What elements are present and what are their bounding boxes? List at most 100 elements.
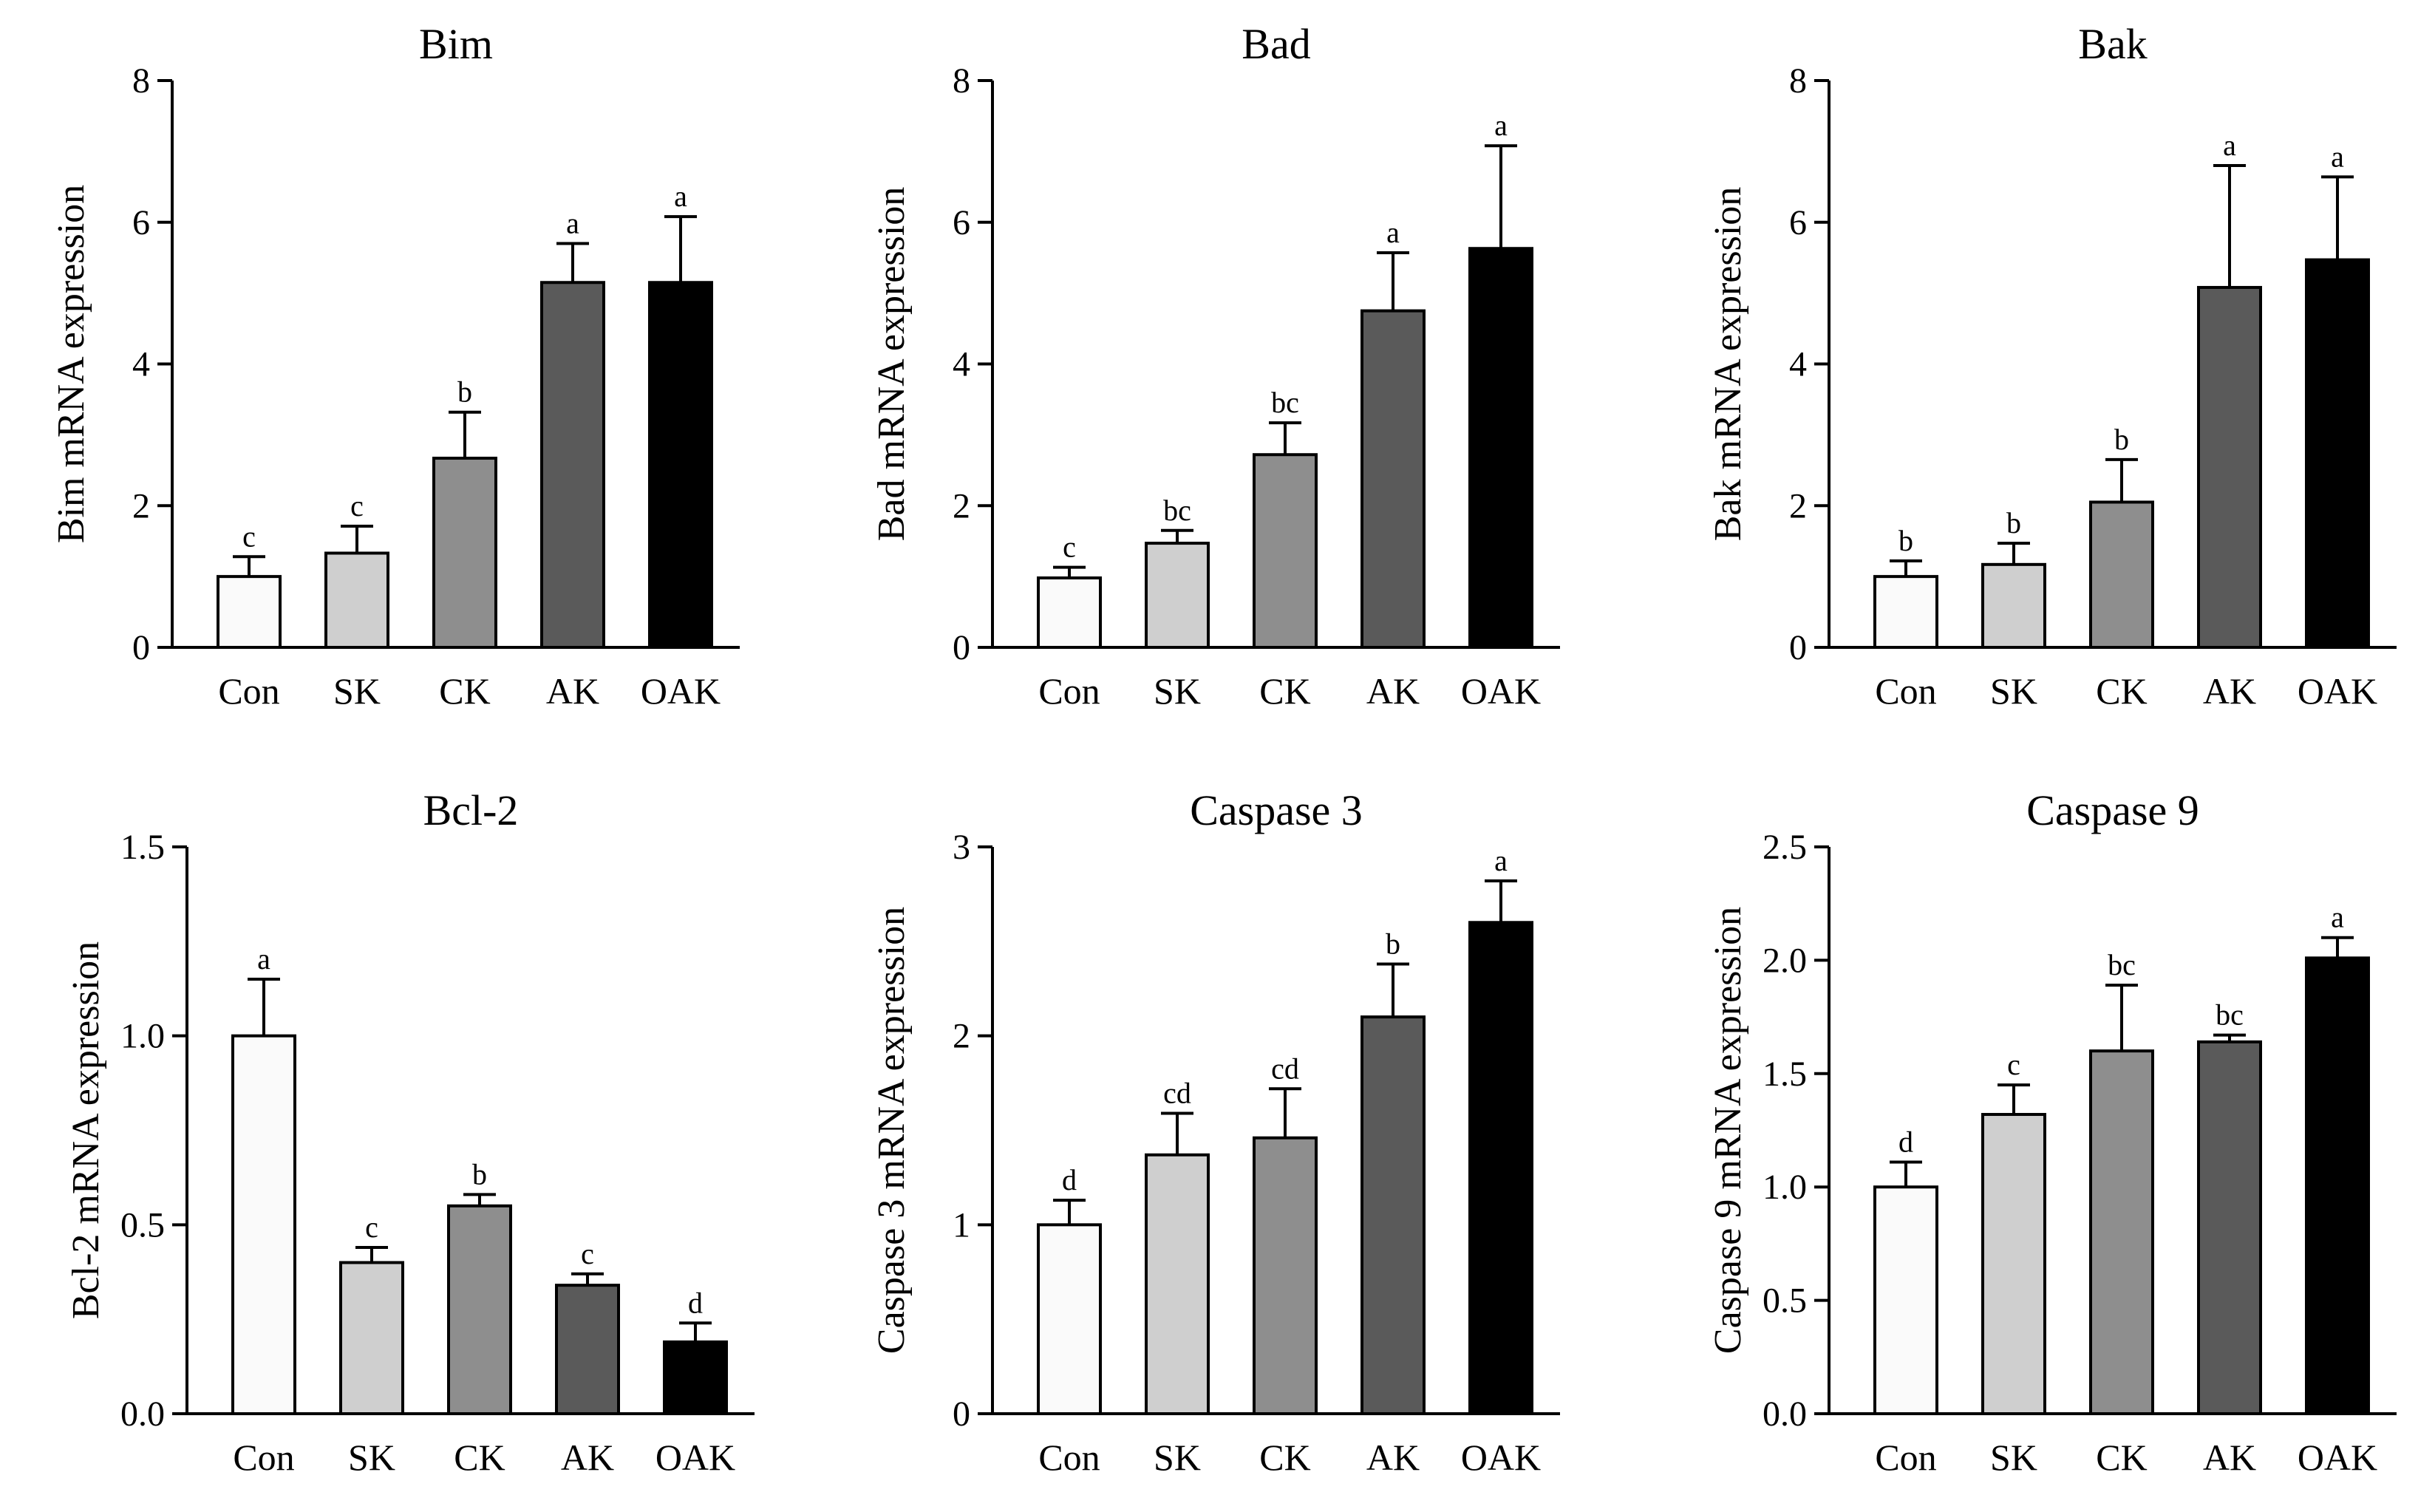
significance-letter: c — [242, 520, 256, 553]
bar-ak — [1360, 309, 1426, 649]
bar-ck — [447, 1204, 512, 1416]
y-tick-label: 2.5 — [1763, 828, 1807, 867]
x-tick-label: AK — [2203, 1437, 2256, 1478]
significance-letter: bc — [2216, 998, 2244, 1032]
bar-con — [217, 575, 282, 649]
chart-title: Bak — [2078, 20, 2147, 68]
chart-title: Bim — [419, 20, 493, 68]
y-tick-label: 1 — [953, 1205, 970, 1244]
chart-title: Bad — [1242, 20, 1310, 68]
y-tick-label: 1.5 — [120, 828, 165, 867]
x-tick-label: OAK — [1461, 1437, 1541, 1478]
x-tick-label: CK — [439, 670, 490, 712]
chart-panel-2: Bak Bak mRNA expression 0 2 4 6 8 b Con b SK b CK a AK… — [1707, 20, 2397, 712]
y-tick-label: 6 — [953, 203, 970, 242]
x-tick-label: Con — [1875, 670, 1936, 712]
y-tick-label: 6 — [132, 203, 150, 242]
significance-letter: d — [1898, 1125, 1913, 1158]
bar-ck — [2089, 500, 2154, 649]
y-tick-label: 1.0 — [120, 1017, 165, 1056]
y-axis-label: Caspase 3 mRNA expression — [871, 907, 913, 1354]
chart-title: Bcl-2 — [423, 786, 519, 834]
y-axis-label: Bim mRNA expression — [50, 185, 92, 543]
significance-letter: bc — [1271, 386, 1299, 419]
y-axis-label: Caspase 9 mRNA expression — [1707, 907, 1749, 1354]
y-tick-label: 1.0 — [1763, 1168, 1807, 1207]
bar-sk — [1981, 562, 2046, 649]
significance-letter: c — [365, 1210, 378, 1244]
chart-title: Caspase 9 — [2026, 786, 2199, 834]
significance-letter: d — [688, 1286, 703, 1319]
bar-ak — [2197, 1040, 2262, 1416]
y-tick-label: 0 — [953, 628, 970, 667]
bar-sk — [1145, 542, 1210, 649]
significance-letter: b — [1898, 524, 1913, 557]
significance-letter: a — [1494, 109, 1508, 142]
y-tick-label: 2 — [953, 1017, 970, 1056]
significance-letter: b — [2006, 506, 2021, 539]
x-tick-label: AK — [1366, 670, 1420, 712]
bar-ak — [540, 281, 605, 649]
x-tick-label: SK — [1990, 1437, 2037, 1478]
y-tick-label: 4 — [1789, 345, 1807, 384]
bar-ck — [1253, 1136, 1318, 1416]
significance-letter: b — [1386, 927, 1400, 961]
chart-panel-1: Bad Bad mRNA expression 0 2 4 6 8 c Con bc SK bc CK a… — [871, 20, 1560, 712]
significance-letter: a — [566, 207, 579, 240]
bar-ak — [2197, 285, 2262, 649]
x-tick-label: Con — [1038, 1437, 1100, 1478]
x-tick-label: CK — [2096, 670, 2147, 712]
bar-sk — [339, 1261, 404, 1416]
significance-letter: a — [257, 942, 270, 975]
y-tick-label: 0 — [1789, 628, 1807, 667]
x-tick-label: Con — [1038, 670, 1100, 712]
x-tick-label: OAK — [1461, 670, 1541, 712]
significance-letter: a — [674, 180, 687, 213]
bar-con — [1873, 575, 1938, 649]
x-tick-label: Con — [1875, 1437, 1936, 1478]
bar-oak — [1468, 247, 1533, 649]
y-axis-label: Bak mRNA expression — [1707, 187, 1749, 542]
x-tick-label: OAK — [2298, 1437, 2377, 1478]
x-tick-label: Con — [218, 670, 279, 712]
significance-letter: a — [2331, 140, 2344, 173]
bar-con — [1037, 576, 1102, 649]
y-axis-label: Bcl-2 mRNA expression — [65, 941, 107, 1319]
significance-letter: a — [2223, 129, 2236, 162]
bar-oak — [1468, 921, 1533, 1416]
significance-letter: b — [457, 375, 472, 409]
y-tick-label: 0.5 — [120, 1205, 165, 1244]
x-tick-label: CK — [454, 1437, 505, 1478]
bar-con — [1873, 1185, 1938, 1415]
y-tick-label: 1.5 — [1763, 1055, 1807, 1094]
x-tick-label: OAK — [655, 1437, 735, 1478]
bar-oak — [2305, 258, 2370, 650]
significance-letter: bc — [1163, 494, 1191, 527]
y-tick-label: 2 — [1789, 486, 1807, 525]
y-axis-label: Bad mRNA expression — [871, 187, 913, 542]
y-tick-label: 0 — [132, 628, 150, 667]
significance-letter: cd — [1271, 1052, 1299, 1085]
significance-letter: a — [2331, 901, 2344, 934]
y-tick-label: 4 — [953, 345, 970, 384]
bar-oak — [648, 281, 713, 649]
bar-sk — [1145, 1153, 1210, 1416]
bar-con — [1037, 1223, 1102, 1416]
bar-ck — [2089, 1049, 2154, 1415]
bar-sk — [1981, 1113, 2046, 1416]
x-tick-label: AK — [561, 1437, 614, 1478]
x-tick-label: AK — [2203, 670, 2256, 712]
bar-sk — [324, 551, 389, 650]
significance-letter: c — [2007, 1048, 2020, 1081]
x-tick-label: SK — [1990, 670, 2037, 712]
y-tick-label: 0.0 — [120, 1394, 165, 1434]
significance-letter: b — [472, 1157, 487, 1191]
bar-ck — [1253, 453, 1318, 649]
significance-letter: a — [1494, 844, 1508, 877]
y-tick-label: 2.0 — [1763, 941, 1807, 980]
chart-panel-0: Bim Bim mRNA expression 0 2 4 6 8 c Con c SK b CK a AK… — [50, 20, 740, 712]
x-tick-label: Con — [233, 1437, 294, 1478]
chart-title: Caspase 3 — [1190, 786, 1363, 834]
x-tick-label: OAK — [641, 670, 721, 712]
